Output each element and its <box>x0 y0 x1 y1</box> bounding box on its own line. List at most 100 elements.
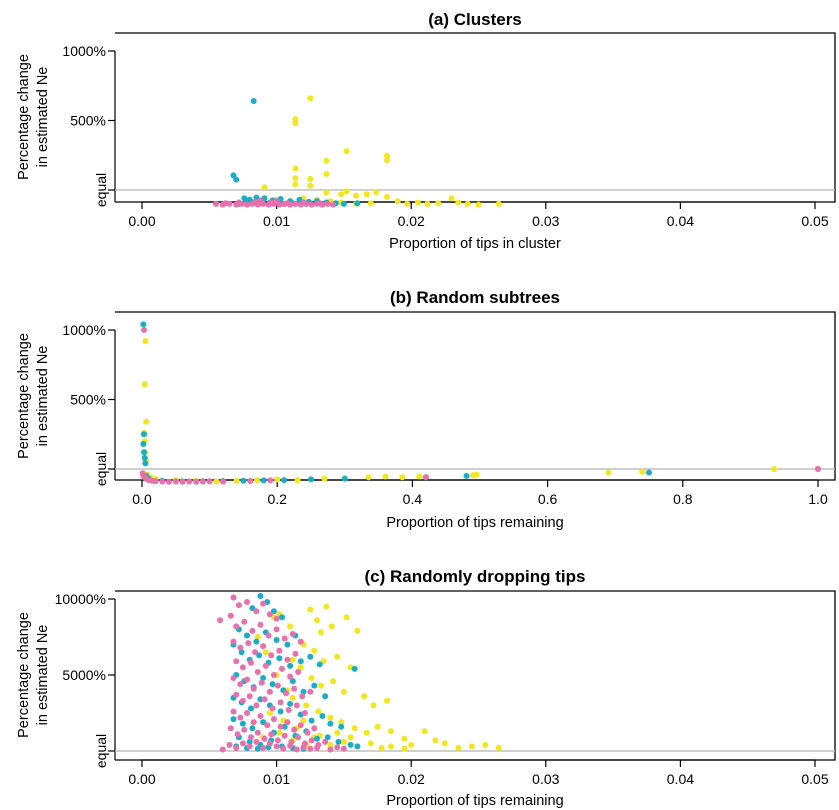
data-point <box>219 746 226 753</box>
x-tick-label: 0.00 <box>128 213 155 229</box>
data-point <box>300 717 307 724</box>
data-point <box>308 737 315 744</box>
series-pink <box>139 327 821 485</box>
data-point <box>233 745 240 751</box>
data-point <box>308 476 314 483</box>
data-point <box>230 716 237 723</box>
data-point <box>370 702 377 709</box>
data-point <box>266 710 273 716</box>
data-point <box>295 669 302 675</box>
data-point <box>292 120 299 127</box>
data-point <box>247 478 254 484</box>
data-point <box>246 693 253 700</box>
data-point <box>235 199 242 206</box>
data-point <box>206 478 213 485</box>
data-point <box>322 693 329 700</box>
data-point <box>363 191 370 198</box>
data-point <box>297 658 304 665</box>
data-point <box>495 200 502 207</box>
data-point <box>241 618 248 625</box>
data-point <box>605 469 612 476</box>
data-point <box>815 466 821 472</box>
data-point <box>230 638 237 645</box>
data-point <box>324 200 331 207</box>
data-point <box>254 634 261 640</box>
data-point <box>193 478 200 485</box>
data-point <box>338 723 345 730</box>
series-pink <box>217 594 347 753</box>
x-tick-label: 0.4 <box>403 491 423 507</box>
data-point <box>227 725 234 732</box>
data-point <box>257 197 264 204</box>
data-point <box>250 685 257 692</box>
data-point <box>424 200 431 207</box>
data-point <box>277 699 284 706</box>
y-axis-label-line2: in estimated Ne <box>35 346 51 447</box>
data-point <box>262 662 269 669</box>
data-point <box>351 665 358 672</box>
data-point <box>276 655 283 662</box>
data-point <box>353 192 359 199</box>
data-point <box>354 200 361 207</box>
data-point <box>244 599 250 605</box>
data-point <box>308 201 315 208</box>
data-point <box>289 656 296 663</box>
data-point <box>276 647 283 654</box>
data-point <box>293 746 300 753</box>
data-point <box>152 478 159 485</box>
data-point <box>253 638 260 645</box>
data-point <box>297 664 304 671</box>
data-point <box>227 612 234 619</box>
data-point <box>273 637 280 643</box>
data-point <box>435 200 442 207</box>
data-point <box>260 643 267 650</box>
data-point <box>289 678 296 685</box>
data-point <box>248 734 254 741</box>
data-point <box>260 675 267 681</box>
data-point <box>244 676 250 683</box>
data-point <box>304 729 311 736</box>
data-point <box>287 742 294 749</box>
data-point <box>363 729 370 736</box>
x-tick-label: 0.8 <box>673 491 693 507</box>
plot-frame <box>115 311 836 481</box>
data-point <box>166 478 172 485</box>
data-point <box>266 688 273 695</box>
data-point <box>292 116 299 123</box>
data-point <box>338 191 345 198</box>
data-point <box>388 743 394 750</box>
data-point <box>273 198 280 205</box>
data-point <box>289 694 296 701</box>
data-point <box>311 647 318 654</box>
data-point <box>289 631 296 637</box>
data-point <box>300 744 307 751</box>
y-axis-label-line1: Percentage change <box>16 612 32 738</box>
data-point <box>401 745 408 752</box>
data-point <box>338 719 345 726</box>
data-point <box>234 731 241 738</box>
data-point <box>222 200 229 207</box>
data-point <box>308 717 315 724</box>
data-point <box>335 738 342 745</box>
data-point <box>294 477 301 484</box>
data-point <box>172 478 179 485</box>
data-point <box>646 469 652 476</box>
data-point <box>292 650 299 657</box>
data-point <box>213 200 219 207</box>
data-point <box>240 477 247 484</box>
data-point <box>233 176 240 183</box>
data-point <box>384 697 390 704</box>
data-point <box>281 723 288 730</box>
x-tick-label: 0.6 <box>538 491 558 507</box>
data-point <box>241 726 248 733</box>
data-point <box>274 737 281 744</box>
data-point <box>140 321 147 328</box>
plot-frame <box>115 32 836 203</box>
x-tick-label: 1.0 <box>808 491 828 507</box>
data-point <box>270 672 277 678</box>
data-point <box>334 744 341 751</box>
data-point <box>260 745 267 751</box>
data-point <box>343 148 350 155</box>
data-point <box>254 729 261 736</box>
data-point <box>307 182 314 189</box>
